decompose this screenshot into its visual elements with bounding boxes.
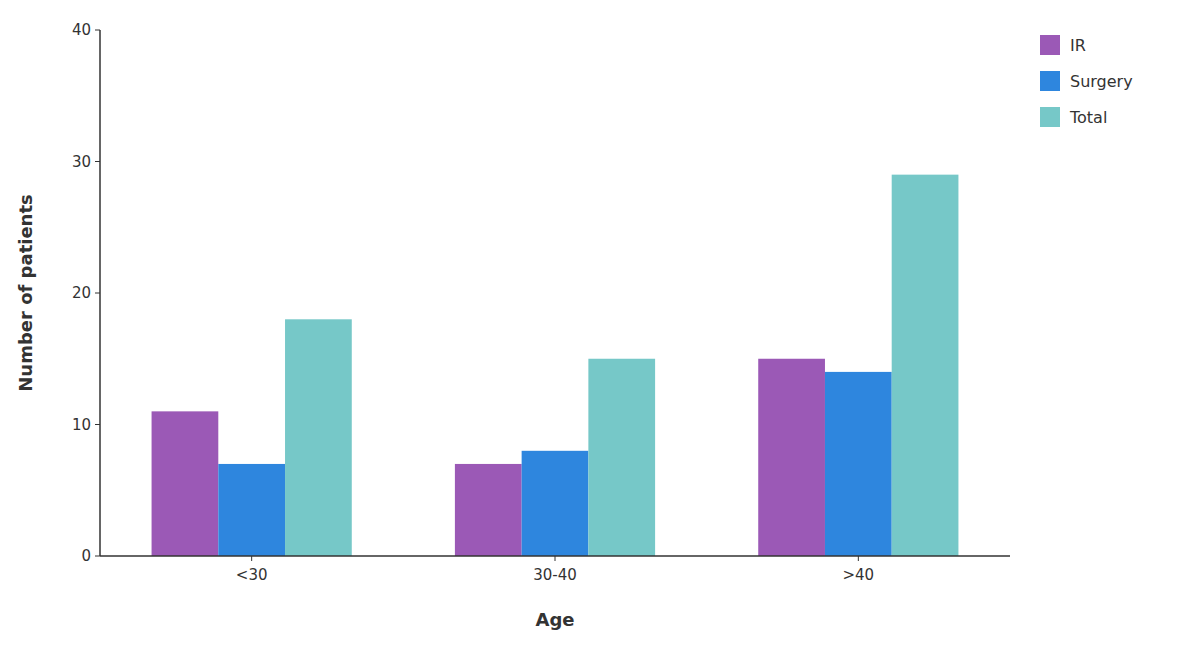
bar: [522, 451, 589, 556]
y-tick: [95, 424, 100, 425]
y-tick: [95, 293, 100, 294]
bar-series: [285, 175, 958, 556]
bar: [825, 372, 892, 556]
x-tick: [858, 556, 859, 561]
y-axis-label: Number of patients: [15, 194, 36, 391]
y-tick-label: 10: [72, 416, 91, 434]
bar: [758, 359, 825, 556]
y-tick-label: 40: [72, 21, 91, 39]
y-tick: [95, 161, 100, 162]
legend-swatch: [1040, 35, 1060, 55]
legend-label: Total: [1069, 108, 1107, 127]
legend-swatch: [1040, 71, 1060, 91]
x-tick: [251, 556, 252, 561]
bar: [218, 464, 285, 556]
bar: [892, 175, 959, 556]
x-tick-label: >40: [843, 566, 875, 584]
y-tick-label: 0: [81, 547, 91, 565]
bar: [588, 359, 655, 556]
x-axis-label: Age: [535, 609, 574, 630]
legend-swatch: [1040, 107, 1060, 127]
legend: IR Surgery Total: [1040, 35, 1133, 127]
bar-series: [152, 359, 825, 556]
x-tick: [555, 556, 556, 561]
legend-label: Surgery: [1070, 72, 1133, 91]
y-tick-label: 20: [72, 284, 91, 302]
chart-svg: 0 10 20 30 40 <30 30-40 >40 Age Number of patient…: [0, 0, 1200, 651]
bar: [152, 411, 219, 556]
y-tick-label: 30: [72, 153, 91, 171]
bars: [152, 175, 959, 556]
axes: 0 10 20 30 40 <30 30-40 >40: [72, 21, 1010, 584]
legend-label: IR: [1070, 36, 1086, 55]
y-tick: [95, 30, 100, 31]
bar: [455, 464, 522, 556]
chart-container: 0 10 20 30 40 <30 30-40 >40 Age Number of patient…: [0, 0, 1200, 651]
x-tick-label: 30-40: [533, 566, 577, 584]
bar: [285, 319, 352, 556]
y-tick: [95, 556, 100, 557]
x-tick-label: <30: [236, 566, 268, 584]
